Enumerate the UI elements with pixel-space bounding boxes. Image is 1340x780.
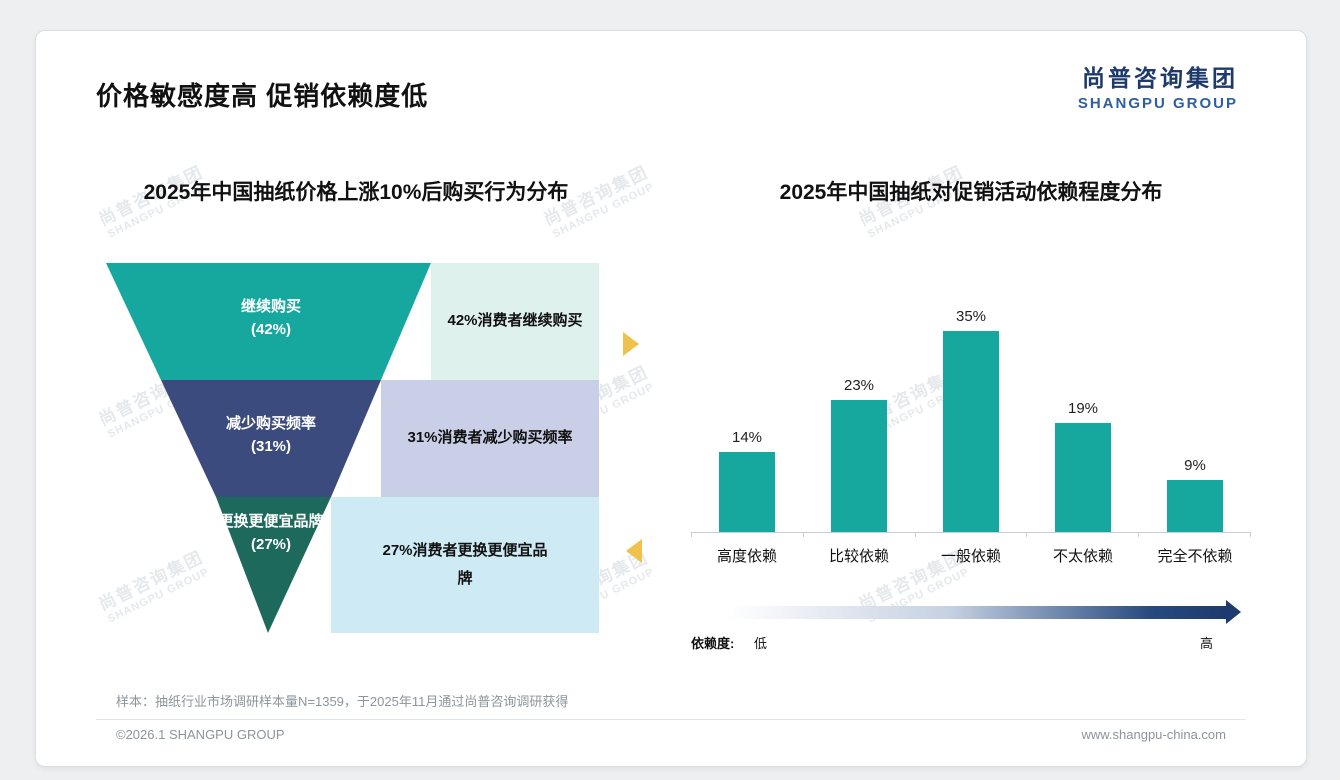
- dependency-low-label: 低: [754, 636, 768, 651]
- axis-ticks: [691, 532, 1251, 537]
- bar-category-labels: 高度依赖 比较依赖 一般依赖 不太依赖 完全不依赖: [691, 545, 1251, 566]
- bar-column: 9%: [1139, 302, 1251, 532]
- funnel-segment-name: 更换更便宜品牌: [218, 513, 324, 530]
- bar-value-label: 23%: [843, 377, 875, 394]
- company-logo: 尚普咨询集团 SHANGPU GROUP: [1078, 59, 1238, 112]
- dependency-high-label: 高: [1200, 636, 1214, 651]
- funnel-chart: 继续购买 (42%) 减少购买频率 (31%) 更换更便宜品牌 (27%) 42…: [106, 263, 599, 633]
- bar: [943, 331, 999, 532]
- bar-value-label: 35%: [955, 308, 987, 325]
- funnel-annotation-3: 27%消费者更换更便宜品牌: [331, 497, 599, 633]
- yellow-arrow-left-icon: [626, 539, 642, 563]
- dependency-axis-name: 依赖度:: [691, 636, 735, 651]
- bar-category: 一般依赖: [940, 548, 1001, 565]
- funnel-segment-percent: (31%): [250, 437, 291, 455]
- bar-column: 23%: [803, 302, 915, 532]
- bar-category: 比较依赖: [828, 548, 889, 565]
- bar-category: 不太依赖: [1052, 548, 1113, 565]
- bar-chart: 14% 23% 35% 19% 9%: [691, 302, 1251, 533]
- yellow-arrow-right-icon: [623, 332, 639, 356]
- bar: [1167, 480, 1223, 532]
- funnel-segment-percent: (27%): [250, 535, 291, 553]
- funnel-segment-label-1: 继续购买 (42%): [166, 296, 376, 341]
- bar-value-label: 14%: [731, 429, 763, 446]
- bar-value-label: 9%: [1184, 457, 1206, 474]
- funnel-segment-label-3: 更换更便宜品牌 (27%): [166, 511, 376, 556]
- logo-chinese-text: 尚普咨询集团: [1082, 65, 1238, 91]
- bar-column: 35%: [915, 302, 1027, 532]
- logo-english-text: SHANGPU GROUP: [1077, 95, 1238, 112]
- funnel-annotation-2: 31%消费者减少购买频率: [381, 380, 599, 497]
- bar-column: 14%: [691, 302, 803, 532]
- dependency-gradient-arrowhead-icon: [1226, 600, 1241, 624]
- funnel-segment-percent: (42%): [250, 320, 291, 338]
- slide-card: 尚普咨询集团 SHANGPU GROUP 尚普咨询集团 SHANGPU GROUP 尚普…: [35, 30, 1307, 767]
- bar-value-label: 19%: [1067, 400, 1099, 417]
- sample-note: 样本：抽纸行业市场调研样本量N=1359，于2025年11月通过尚普咨询调研获得: [116, 694, 569, 709]
- funnel-segment-label-2: 减少购买频率 (31%): [166, 413, 376, 458]
- bar: [831, 400, 887, 532]
- funnel-chart-title: 2025年中国抽纸价格上涨10%后购买行为分布: [143, 181, 569, 204]
- bar: [719, 452, 775, 532]
- bar-category: 高度依赖: [716, 548, 777, 565]
- bar-chart-title: 2025年中国抽纸对促销活动依赖程度分布: [779, 181, 1163, 204]
- copyright-text: ©2026.1 SHANGPU GROUP: [116, 727, 285, 742]
- bar: [1055, 423, 1111, 532]
- bar-category: 完全不依赖: [1157, 548, 1233, 565]
- funnel-annotation-1: 42%消费者继续购买: [431, 263, 599, 380]
- footer-divider: [96, 719, 1246, 720]
- funnel-segment-shape-1: [106, 263, 431, 380]
- website-text: www.shangpu-china.com: [1081, 727, 1226, 742]
- funnel-segment-name: 减少购买频率: [225, 415, 316, 432]
- funnel-segment-name: 继续购买: [240, 298, 301, 315]
- dependency-gradient-arrow: [726, 606, 1226, 619]
- page-title: 价格敏感度高 促销依赖度低: [96, 81, 429, 111]
- bar-column: 19%: [1027, 302, 1139, 532]
